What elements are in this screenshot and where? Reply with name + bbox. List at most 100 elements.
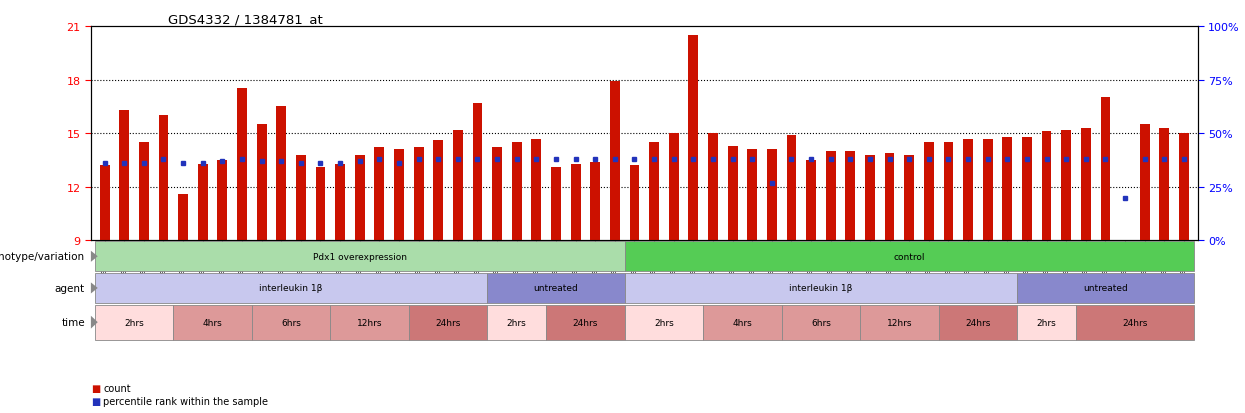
- Bar: [1017, 305, 1076, 340]
- Bar: [625, 242, 1194, 272]
- Bar: [492, 148, 502, 241]
- Bar: [964, 139, 974, 241]
- Bar: [787, 135, 797, 241]
- Bar: [237, 89, 247, 241]
- Text: 12hrs: 12hrs: [357, 318, 382, 327]
- Text: Pdx1 overexpression: Pdx1 overexpression: [312, 252, 407, 261]
- Bar: [1022, 138, 1032, 241]
- Bar: [173, 305, 251, 340]
- Text: interleukin 1β: interleukin 1β: [789, 284, 853, 293]
- Polygon shape: [91, 316, 98, 329]
- Bar: [413, 148, 423, 241]
- Bar: [845, 152, 855, 241]
- Bar: [590, 162, 600, 241]
- Bar: [139, 143, 148, 241]
- Bar: [625, 305, 703, 340]
- Polygon shape: [91, 251, 98, 262]
- Bar: [1140, 125, 1149, 241]
- Bar: [473, 104, 482, 241]
- Text: 24hrs: 24hrs: [436, 318, 461, 327]
- Bar: [747, 150, 757, 241]
- Text: 2hrs: 2hrs: [124, 318, 144, 327]
- Polygon shape: [91, 283, 98, 294]
- Text: time: time: [61, 318, 85, 328]
- Bar: [708, 134, 718, 241]
- Bar: [547, 305, 625, 340]
- Text: genotype/variation: genotype/variation: [0, 252, 85, 262]
- Text: 6hrs: 6hrs: [281, 318, 301, 327]
- Bar: [95, 273, 487, 304]
- Text: agent: agent: [55, 283, 85, 293]
- Text: 24hrs: 24hrs: [1122, 318, 1148, 327]
- Bar: [453, 130, 463, 241]
- Bar: [625, 273, 1017, 304]
- Bar: [703, 305, 782, 340]
- Text: interleukin 1β: interleukin 1β: [259, 284, 322, 293]
- Bar: [95, 242, 625, 272]
- Bar: [944, 143, 954, 241]
- Bar: [178, 195, 188, 241]
- Bar: [315, 168, 325, 241]
- Bar: [727, 146, 737, 241]
- Text: count: count: [103, 384, 131, 394]
- Bar: [487, 305, 547, 340]
- Bar: [1017, 273, 1194, 304]
- Bar: [669, 134, 679, 241]
- Bar: [688, 36, 698, 241]
- Bar: [982, 139, 992, 241]
- Text: 24hrs: 24hrs: [573, 318, 598, 327]
- Bar: [256, 125, 266, 241]
- Bar: [276, 107, 286, 241]
- Bar: [570, 164, 580, 241]
- Bar: [408, 305, 487, 340]
- Text: 2hrs: 2hrs: [654, 318, 674, 327]
- Text: ■: ■: [91, 384, 100, 394]
- Bar: [1042, 132, 1052, 241]
- Bar: [251, 305, 330, 340]
- Bar: [1002, 138, 1012, 241]
- Bar: [158, 116, 168, 241]
- Bar: [532, 139, 542, 241]
- Text: control: control: [894, 252, 925, 261]
- Bar: [782, 305, 860, 340]
- Bar: [355, 155, 365, 241]
- Text: percentile rank within the sample: percentile rank within the sample: [103, 396, 269, 406]
- Bar: [1159, 128, 1169, 241]
- Bar: [825, 152, 835, 241]
- Bar: [487, 273, 625, 304]
- Bar: [1076, 305, 1194, 340]
- Bar: [120, 111, 129, 241]
- Bar: [100, 166, 110, 241]
- Text: untreated: untreated: [534, 284, 579, 293]
- Bar: [296, 155, 306, 241]
- Bar: [630, 166, 640, 241]
- Bar: [198, 164, 208, 241]
- Text: GDS4332 / 1384781_at: GDS4332 / 1384781_at: [168, 13, 324, 26]
- Text: 4hrs: 4hrs: [203, 318, 223, 327]
- Text: 2hrs: 2hrs: [1037, 318, 1057, 327]
- Text: untreated: untreated: [1083, 284, 1128, 293]
- Bar: [1061, 130, 1071, 241]
- Text: ■: ■: [91, 396, 100, 406]
- Bar: [767, 150, 777, 241]
- Bar: [552, 168, 561, 241]
- Text: 6hrs: 6hrs: [810, 318, 830, 327]
- Bar: [1081, 128, 1091, 241]
- Bar: [95, 305, 173, 340]
- Bar: [512, 143, 522, 241]
- Bar: [924, 143, 934, 241]
- Bar: [939, 305, 1017, 340]
- Text: 24hrs: 24hrs: [965, 318, 991, 327]
- Bar: [904, 155, 914, 241]
- Bar: [335, 164, 345, 241]
- Bar: [1179, 134, 1189, 241]
- Bar: [395, 150, 403, 241]
- Text: 12hrs: 12hrs: [886, 318, 913, 327]
- Bar: [649, 143, 659, 241]
- Bar: [433, 141, 443, 241]
- Text: 2hrs: 2hrs: [507, 318, 527, 327]
- Bar: [330, 305, 408, 340]
- Bar: [218, 161, 228, 241]
- Bar: [610, 82, 620, 241]
- Bar: [375, 148, 385, 241]
